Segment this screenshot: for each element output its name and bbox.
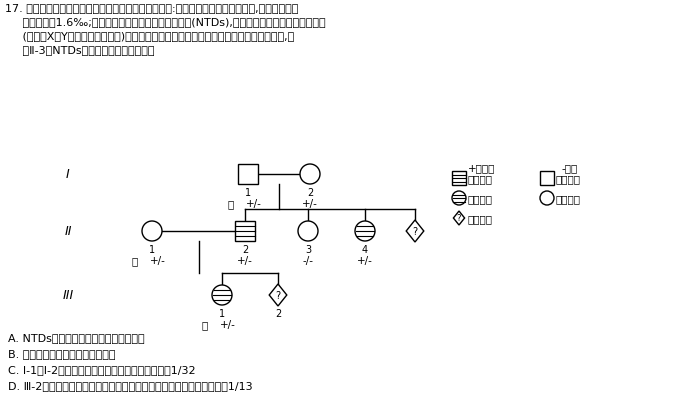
Text: ?: ? [457, 214, 461, 223]
Text: +/-: +/- [220, 319, 236, 329]
Ellipse shape [452, 192, 466, 205]
Text: III: III [62, 289, 74, 302]
Text: 正常男性: 正常男性 [556, 174, 581, 184]
Polygon shape [454, 211, 465, 225]
Text: ?: ? [413, 227, 418, 237]
Ellipse shape [142, 221, 162, 241]
Text: +/-: +/- [302, 198, 318, 209]
Ellipse shape [355, 221, 375, 241]
Polygon shape [269, 284, 286, 306]
Bar [238, 164, 258, 184]
Bar [235, 221, 255, 241]
Text: 男性耳聋: 男性耳聋 [468, 174, 493, 184]
Ellipse shape [540, 192, 554, 205]
Text: +/-: +/- [357, 255, 373, 265]
Text: I: I [66, 168, 70, 181]
Text: 17. 研究人员发现某家系中的甲、乙两个基因存在突变:甲基因突变可致先天性耳聋,其在人群中的: 17. 研究人员发现某家系中的甲、乙两个基因存在突变:甲基因突变可致先天性耳聋,… [5, 3, 298, 13]
Text: 1: 1 [245, 188, 251, 198]
Text: D. Ⅲ-2与人群中某正常异性婚配生育一个上述先天性耳聋儿子的概率是1/13: D. Ⅲ-2与人群中某正常异性婚配生育一个上述先天性耳聋儿子的概率是1/13 [8, 380, 252, 390]
Text: 女性耳聋: 女性耳聋 [468, 194, 493, 203]
Text: B. 甲基因发生的突变属于隐性突变: B. 甲基因发生的突变属于隐性突变 [8, 348, 116, 358]
Text: 2: 2 [242, 244, 248, 254]
Bar [452, 172, 466, 186]
Text: 1: 1 [219, 308, 225, 318]
Text: 发病率约为1.6‰;乙基因突变可导致胎儿神经管缺陷(NTDs),甲、乙基因位于非同源染色体上: 发病率约为1.6‰;乙基因突变可导致胎儿神经管缺陷(NTDs),甲、乙基因位于非… [5, 17, 325, 27]
Text: A. NTDs的遗传方式是常染色体隐性遗传: A. NTDs的遗传方式是常染色体隐性遗传 [8, 332, 144, 342]
Text: 乙: 乙 [201, 319, 208, 329]
Text: +/-: +/- [150, 255, 166, 265]
Text: 性别未知: 性别未知 [468, 213, 493, 223]
Text: 中Ⅱ-3患NTDs。下列有关分析正确的是: 中Ⅱ-3患NTDs。下列有关分析正确的是 [5, 45, 155, 55]
Text: 正常女性: 正常女性 [556, 194, 581, 203]
Bar [540, 172, 554, 186]
Text: 3: 3 [305, 244, 311, 254]
Ellipse shape [298, 221, 318, 241]
Text: (不考虑X、Y染色体的同源区段)。某家系患先天性耳聋情况及乙基因检测结果如图所示,其: (不考虑X、Y染色体的同源区段)。某家系患先天性耳聋情况及乙基因检测结果如图所示… [5, 31, 294, 41]
Text: 2: 2 [307, 188, 313, 198]
Text: 1: 1 [149, 244, 155, 254]
Text: 乙: 乙 [228, 198, 234, 209]
Text: +未突变: +未突变 [468, 162, 496, 172]
Text: C. Ⅰ-1和Ⅰ-2生育一个上述两病均患的女儿的概率是1/32: C. Ⅰ-1和Ⅰ-2生育一个上述两病均患的女儿的概率是1/32 [8, 364, 196, 374]
Text: -突变: -突变 [562, 162, 578, 172]
Text: 2: 2 [275, 308, 281, 318]
Text: -/-: -/- [302, 255, 314, 265]
Text: II: II [64, 225, 72, 238]
Polygon shape [406, 221, 424, 242]
Text: 乙: 乙 [132, 255, 138, 265]
Text: ?: ? [275, 290, 281, 300]
Text: 4: 4 [362, 244, 368, 254]
Ellipse shape [300, 164, 320, 184]
Text: +/-: +/- [246, 198, 262, 209]
Text: +/-: +/- [237, 255, 253, 265]
Ellipse shape [212, 285, 232, 305]
